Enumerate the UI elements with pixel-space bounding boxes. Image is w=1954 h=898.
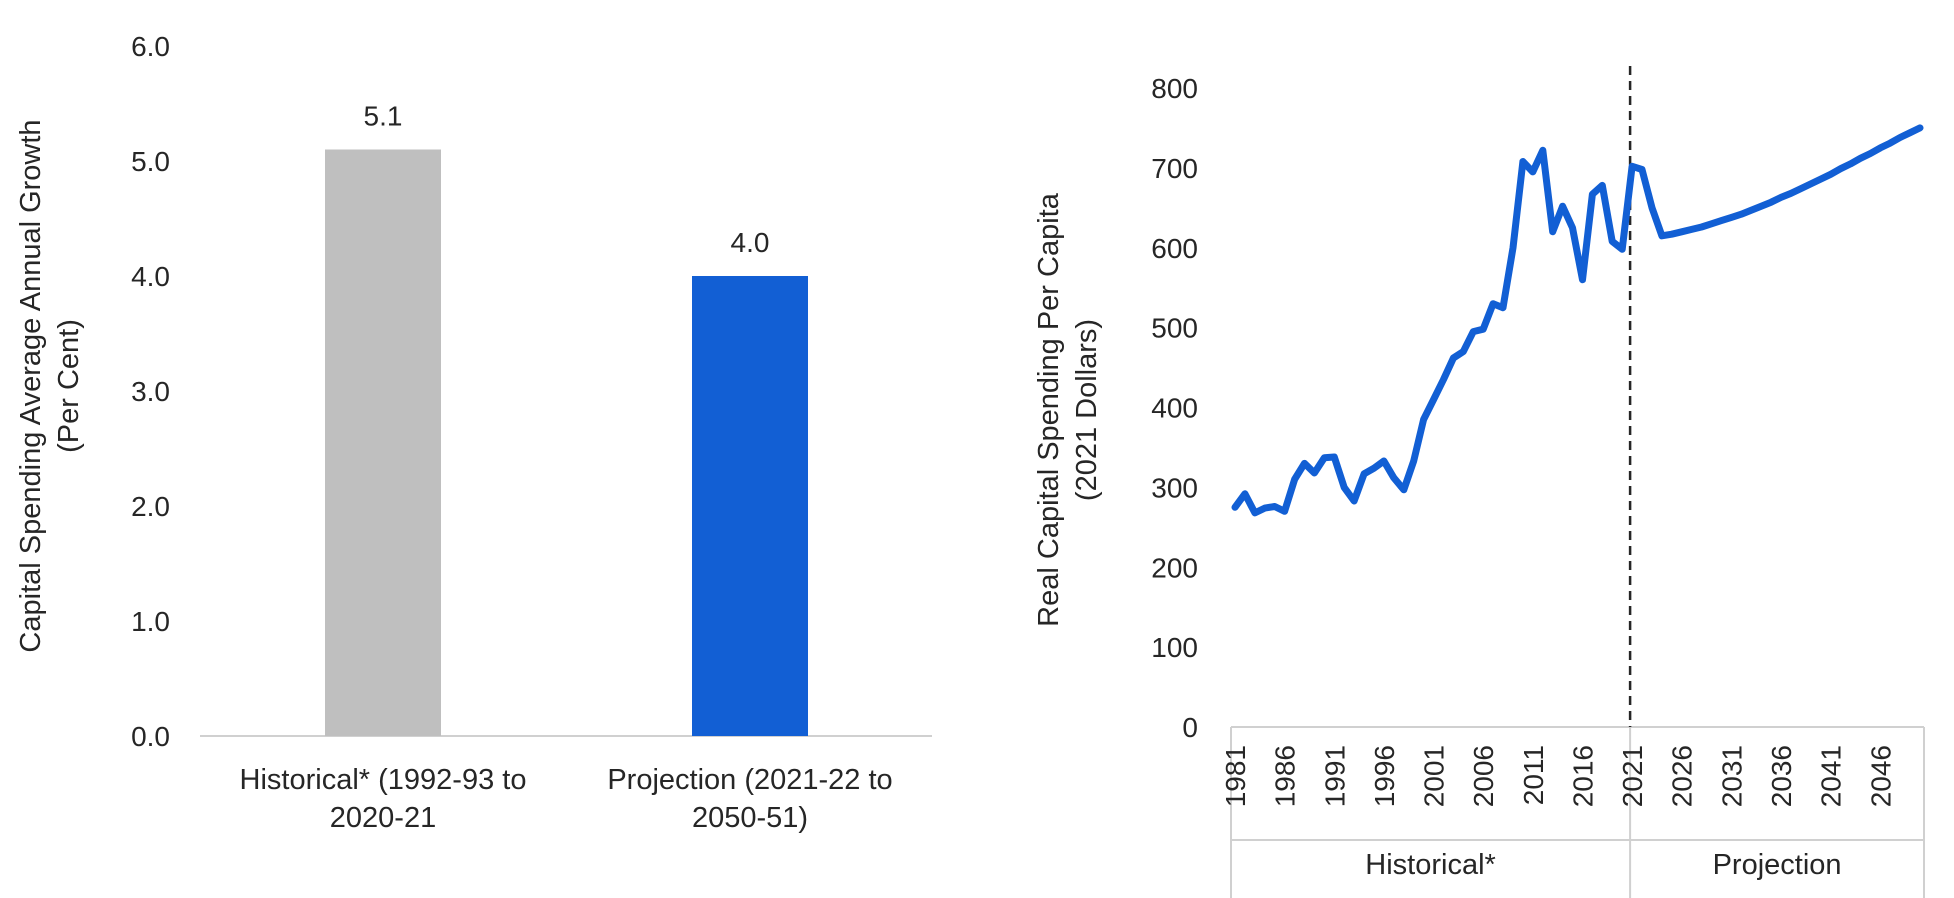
line-y-tick-label: 500 <box>1151 313 1198 344</box>
line-group-label: Projection <box>1713 849 1842 881</box>
line-group-labels: Historical* Projection <box>1365 849 1841 881</box>
bar-marks: 5.1 4.0 <box>325 101 808 736</box>
line-x-tick-label: 1986 <box>1270 745 1301 807</box>
bar-y-tick-label: 4.0 <box>131 261 170 292</box>
bar-1 <box>325 149 441 736</box>
line-x-tick-label: 2031 <box>1716 745 1747 807</box>
bar-y-tick-label: 5.0 <box>131 146 170 177</box>
bar-y-ticks: 0.0 1.0 2.0 3.0 4.0 5.0 6.0 <box>131 31 170 752</box>
bar-y-tick-label: 1.0 <box>131 606 170 637</box>
line-y-ticks: 0 100 200 300 400 500 600 700 800 <box>1151 73 1198 743</box>
line-x-tick-label: 2001 <box>1419 745 1450 807</box>
line-chart: Real Capital Spending Per Capita (2021 D… <box>1033 66 1925 898</box>
line-x-tick-label: 1996 <box>1369 745 1400 807</box>
line-y-tick-label: 100 <box>1151 632 1198 663</box>
line-series-capital-spending <box>1231 124 1924 517</box>
line-x-tick-label: 2006 <box>1468 745 1499 807</box>
line-y-tick-label: 600 <box>1151 233 1198 264</box>
bar-data-label: 4.0 <box>731 227 770 258</box>
bar-category-label: 2050-51) <box>692 802 808 834</box>
bar-y-tick-label: 3.0 <box>131 376 170 407</box>
line-x-tick-label: 2016 <box>1567 745 1598 807</box>
bar-y-tick-label: 2.0 <box>131 491 170 522</box>
line-y-tick-label: 400 <box>1151 393 1198 424</box>
line-x-ticks: 1981 1986 1991 1996 2001 2006 2011 2016 2021 2026… <box>1220 745 1896 807</box>
bar-category-label: Projection (2021-22 to <box>607 764 892 796</box>
line-y-tick-label: 700 <box>1151 153 1198 184</box>
line-y-tick-label: 200 <box>1151 552 1198 583</box>
bar-2 <box>692 276 808 736</box>
bar-ylabel-line2: (Per Cent) <box>53 319 85 453</box>
bar-category-label: 2020-21 <box>330 802 436 834</box>
line-x-tick-label: 1991 <box>1319 745 1350 807</box>
line-ylabel-line1: Real Capital Spending Per Capita <box>1033 192 1065 627</box>
bar-y-tick-label: 0.0 <box>131 721 170 752</box>
bar-category-label: Historical* (1992-93 to <box>240 764 527 796</box>
line-x-tick-label: 2021 <box>1617 745 1648 807</box>
line-axes-frame <box>1230 726 1925 898</box>
line-y-tick-label: 0 <box>1182 712 1198 743</box>
line-x-tick-label: 2026 <box>1667 745 1698 807</box>
bar-ylabel-line1: Capital Spending Average Annual Growth <box>15 119 47 652</box>
line-x-tick-label: 2011 <box>1518 745 1549 805</box>
bar-chart: Capital Spending Average Annual Growth (… <box>15 31 932 834</box>
bar-category-labels: Historical* (1992-93 to 2020-21 Projection… <box>240 764 893 834</box>
line-group-label: Historical* <box>1365 849 1496 881</box>
line-y-tick-label: 300 <box>1151 472 1198 503</box>
line-x-tick-label: 1981 <box>1220 745 1251 807</box>
line-x-tick-label: 2041 <box>1816 745 1847 807</box>
bar-data-label: 5.1 <box>364 101 403 132</box>
bar-y-tick-label: 6.0 <box>131 31 170 62</box>
line-y-tick-label: 800 <box>1151 73 1198 104</box>
line-x-tick-label: 2036 <box>1766 745 1797 807</box>
line-ylabel-line2: (2021 Dollars) <box>1071 319 1103 501</box>
line-x-tick-label: 2046 <box>1865 745 1896 807</box>
